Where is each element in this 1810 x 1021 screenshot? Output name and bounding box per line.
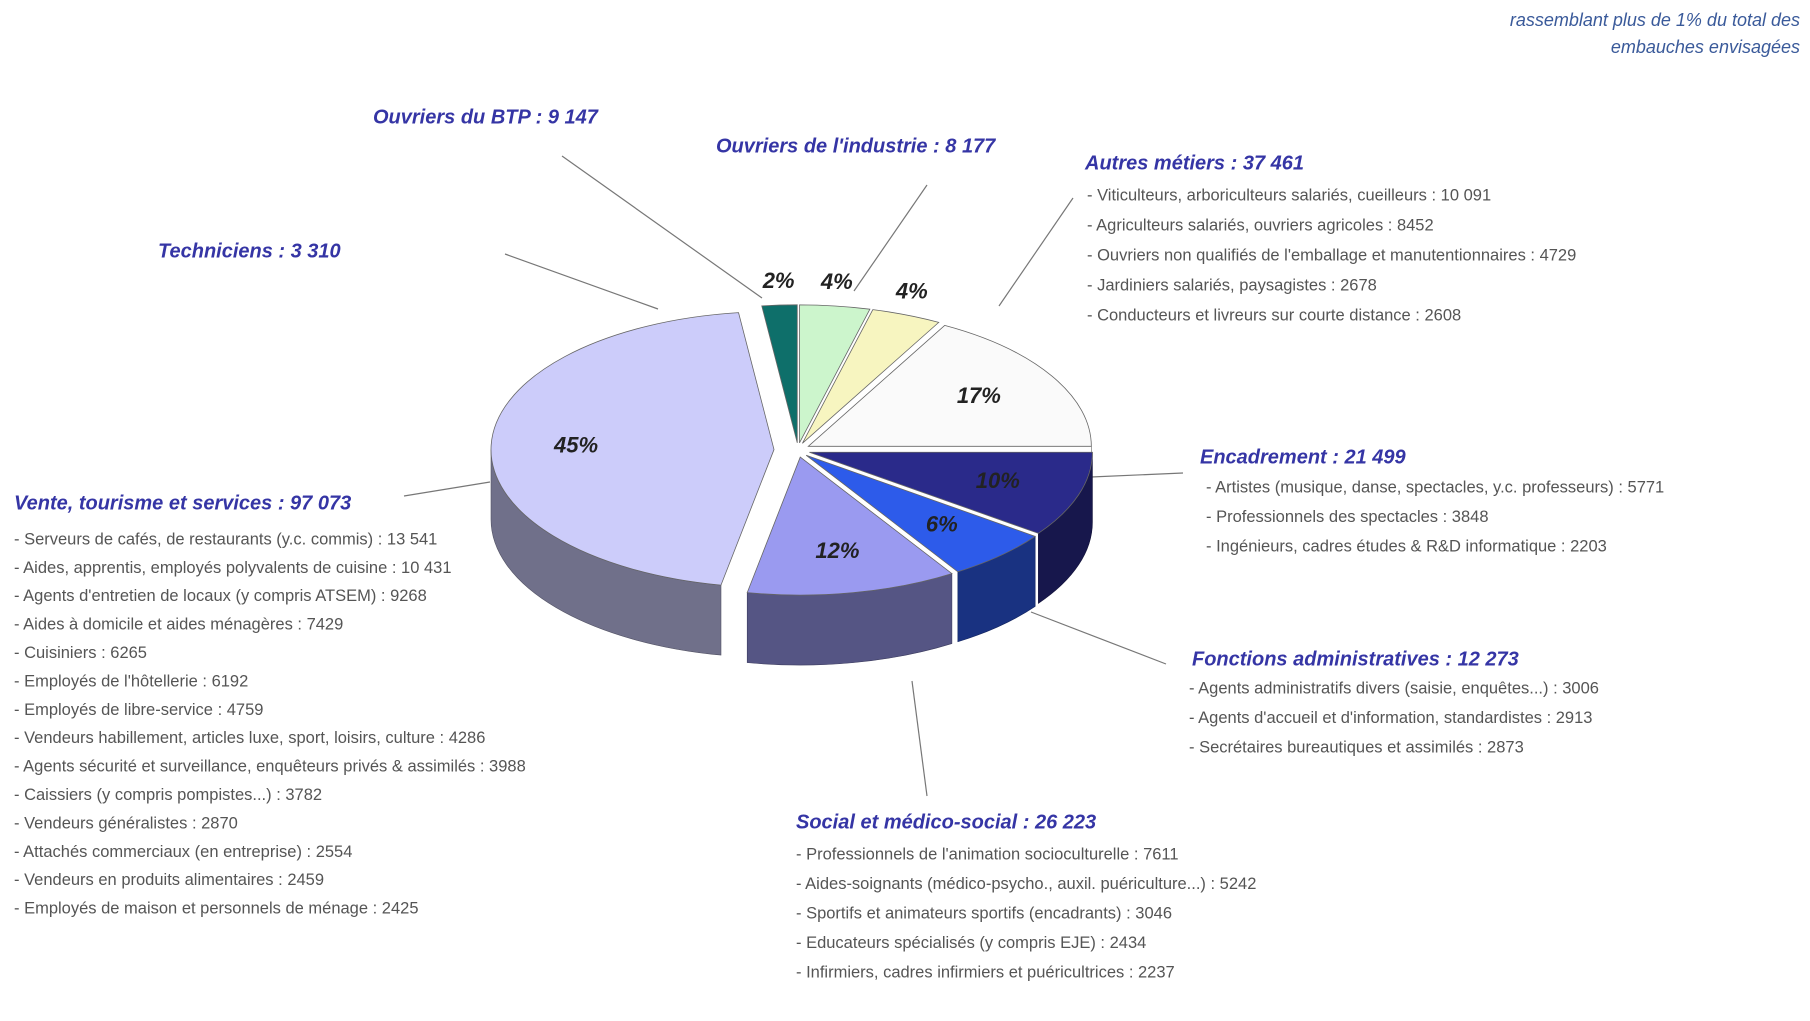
detail-item: - Employés de libre-service : 4759	[14, 701, 263, 719]
detail-item: - Educateurs spécialisés (y compris EJE)…	[796, 934, 1146, 952]
detail-item: - Aides, apprentis, employés polyvalents…	[14, 559, 452, 577]
detail-item: - Caissiers (y compris pompistes...) : 3…	[14, 786, 322, 804]
value-label: 10%	[976, 468, 1020, 493]
detail-item: - Artistes (musique, danse, spectacles, …	[1206, 478, 1664, 496]
leader-line	[912, 681, 927, 796]
value-label: 45%	[553, 432, 598, 457]
value-label: 17%	[957, 383, 1001, 408]
detail-item: - Ingénieurs, cadres études & R&D inform…	[1206, 537, 1607, 555]
leader-line	[1091, 473, 1183, 477]
leader-line	[404, 482, 490, 496]
leader-line	[1031, 612, 1166, 664]
leader-line	[999, 198, 1073, 306]
value-label: 12%	[815, 538, 859, 563]
detail-item: - Professionnels de l'animation sociocul…	[796, 845, 1179, 863]
detail-item: - Viticulteurs, arboriculteurs salariés,…	[1087, 186, 1491, 204]
detail-item: - Jardiniers salariés, paysagistes : 267…	[1087, 276, 1377, 294]
detail-item: - Vendeurs habillement, articles luxe, s…	[14, 729, 485, 747]
leader-line	[505, 254, 658, 309]
value-label: 4%	[820, 269, 853, 294]
detail-item: - Conducteurs et livreurs sur courte dis…	[1087, 306, 1461, 324]
detail-item: - Employés de maison et personnels de mé…	[14, 900, 419, 918]
detail-item: - Vendeurs en produits alimentaires : 24…	[14, 871, 324, 889]
detail-item: - Agriculteurs salariés, ouvriers agrico…	[1087, 216, 1434, 234]
chart: 2% 4% 4% 17% 10% 6% 12% 45% rassemblant plus de…	[0, 0, 1810, 1021]
category-label: Social et médico-social : 26 223	[796, 811, 1096, 833]
category-label: Techniciens : 3 310	[158, 240, 341, 262]
detail-item: - Professionnels des spectacles : 3848	[1206, 508, 1489, 526]
detail-item: - Aides à domicile et aides ménagères : …	[14, 616, 343, 634]
category-label: Ouvriers de l'industrie : 8 177	[716, 135, 996, 157]
detail-item: - Aides-soignants (médico-psycho., auxil…	[796, 875, 1256, 893]
page: 2% 4% 4% 17% 10% 6% 12% 45% rassemblant plus de…	[0, 0, 1810, 1021]
category-label: Encadrement : 21 499	[1200, 446, 1407, 468]
leader-line	[562, 156, 762, 298]
detail-item: - Vendeurs généralistes : 2870	[14, 814, 238, 832]
subtitle: embauches envisagées	[1611, 37, 1800, 57]
detail-item: - Cuisiniers : 6265	[14, 644, 147, 662]
detail-item: - Serveurs de cafés, de restaurants (y.c…	[14, 530, 437, 548]
detail-item: - Attachés commerciaux (en entreprise) :…	[14, 843, 352, 861]
detail-item: - Agents d'accueil et d'information, sta…	[1189, 709, 1592, 727]
detail-item: - Infirmiers, cadres infirmiers et puéri…	[796, 963, 1175, 981]
detail-item: - Secrétaires bureautiques et assimilés …	[1189, 738, 1524, 756]
detail-item: - Agents sécurité et surveillance, enquê…	[14, 758, 526, 776]
subtitle: rassemblant plus de 1% du total des	[1510, 10, 1800, 30]
value-label: 4%	[895, 278, 928, 303]
pie: 2% 4% 4% 17% 10% 6% 12% 45%	[491, 268, 1092, 665]
leader-line	[854, 185, 927, 291]
detail-item: - Agents administratifs divers (saisie, …	[1189, 679, 1599, 697]
detail-item: - Employés de l'hôtellerie : 6192	[14, 672, 248, 690]
category-label: Vente, tourisme et services : 97 073	[14, 492, 351, 514]
detail-item: - Agents d'entretien de locaux (y compri…	[14, 587, 427, 605]
category-label: Fonctions administratives : 12 273	[1192, 648, 1519, 670]
category-label: Autres métiers : 37 461	[1084, 152, 1304, 174]
value-label: 6%	[926, 511, 958, 536]
detail-item: - Ouvriers non qualifiés de l'emballage …	[1087, 246, 1576, 264]
value-label: 2%	[762, 268, 795, 293]
detail-item: - Sportifs et animateurs sportifs (encad…	[796, 904, 1172, 922]
category-label: Ouvriers du BTP : 9 147	[373, 106, 599, 128]
